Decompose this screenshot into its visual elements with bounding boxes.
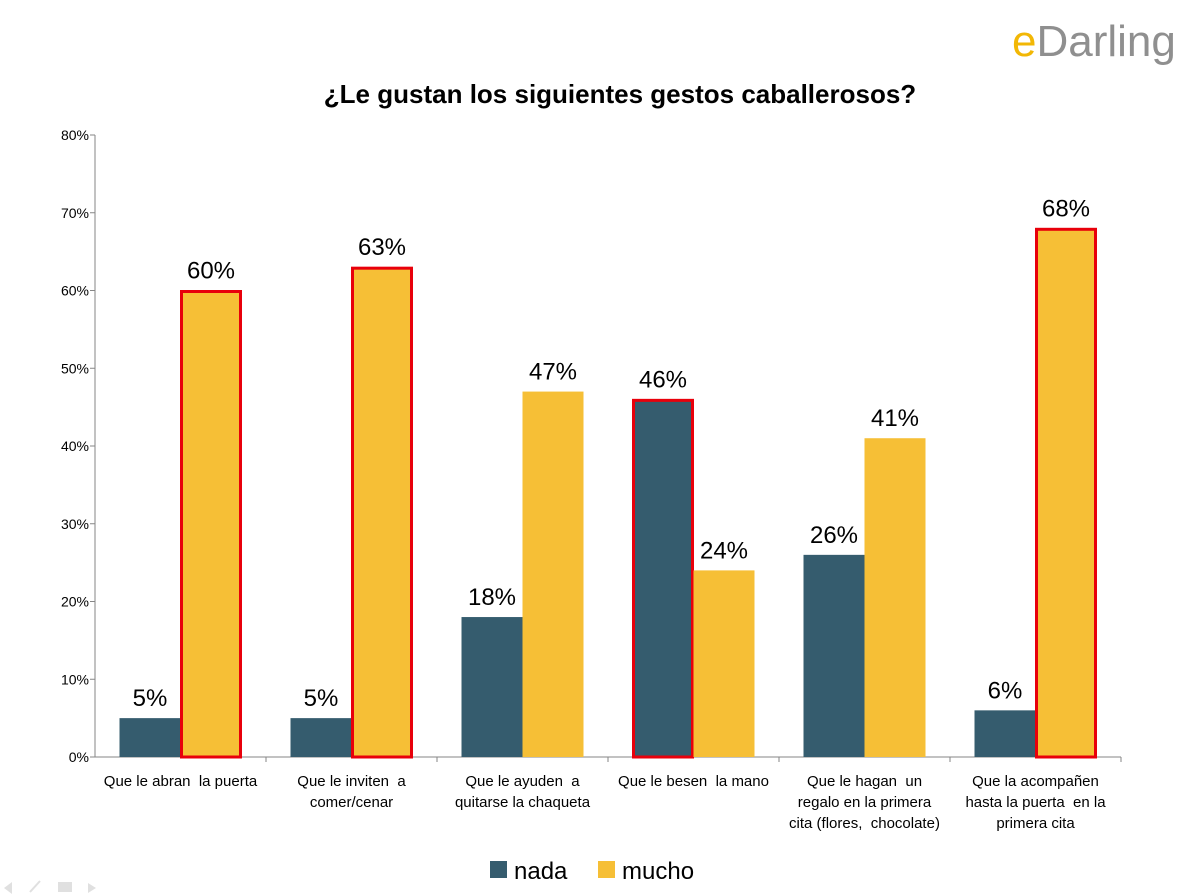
- data-label: 46%: [639, 366, 687, 393]
- data-label: 68%: [1042, 195, 1090, 222]
- bar-mucho: [351, 266, 413, 759]
- data-label: 47%: [529, 359, 577, 386]
- pen-icon[interactable]: [29, 880, 41, 893]
- y-tick-label: 70%: [61, 205, 89, 221]
- x-tick-label: Que le ayuden a: [465, 773, 580, 790]
- prev-slide-icon[interactable]: [4, 882, 12, 894]
- bar-mucho: [693, 570, 755, 757]
- bar-mucho: [1035, 227, 1097, 759]
- x-tick-label: regalo en la primera: [798, 794, 932, 811]
- edarling-logo: eDarling: [1010, 12, 1195, 67]
- x-tick-label: cita (flores, chocolate): [789, 815, 940, 832]
- x-tick-label: hasta la puerta en la: [965, 794, 1106, 811]
- legend: nada mucho: [490, 858, 694, 885]
- value-labels-group: 5% 60% 5% 63% 18% 47% 46% 24% 26% 41% 6% 68%: [133, 195, 1090, 712]
- data-label: 6%: [988, 677, 1023, 704]
- bar-nada: [461, 617, 523, 757]
- y-tick-label: 0%: [69, 749, 89, 765]
- x-tick-label: Que la acompañen: [972, 773, 1099, 790]
- bar-nada: [632, 398, 694, 759]
- x-tick-label: comer/cenar: [310, 794, 393, 811]
- y-tick-label: 20%: [61, 594, 89, 610]
- data-label: 18%: [468, 584, 516, 611]
- data-label: 5%: [304, 685, 339, 712]
- bar-nada: [974, 710, 1036, 757]
- y-tick-label: 80%: [61, 127, 89, 143]
- y-tick-label: 30%: [61, 516, 89, 532]
- bar-mucho: [522, 391, 584, 757]
- next-slide-icon[interactable]: [88, 883, 96, 893]
- bars-group: [119, 227, 1097, 759]
- x-tick-label: Que le inviten a: [297, 773, 406, 790]
- y-tick-label: 50%: [61, 360, 89, 376]
- x-tick-label: Que le hagan un: [807, 773, 922, 790]
- x-tick-label: Que le abran la puerta: [104, 773, 258, 790]
- y-tick-label: 60%: [61, 283, 89, 299]
- legend-label-mucho: mucho: [622, 858, 694, 885]
- chart-title: ¿Le gustan los siguientes gestos caballe…: [324, 79, 916, 109]
- data-label: 60%: [187, 258, 235, 285]
- legend-swatch-nada: [490, 861, 507, 878]
- data-label: 41%: [871, 405, 919, 432]
- y-tick-label: 10%: [61, 671, 89, 687]
- data-label: 24%: [700, 537, 748, 564]
- bar-mucho: [180, 290, 242, 759]
- x-tick-label: primera cita: [996, 815, 1075, 832]
- bar-nada: [119, 718, 181, 757]
- legend-swatch-mucho: [598, 861, 615, 878]
- x-tick-label: quitarse la chaqueta: [455, 794, 591, 811]
- y-axis: 0% 10% 20% 30% 40% 50% 60% 70% 80%: [61, 127, 1121, 765]
- logo-text: eDarling: [1012, 17, 1176, 66]
- bar-nada: [803, 554, 865, 757]
- bar-nada: [290, 718, 352, 757]
- x-tick-label: Que le besen la mano: [618, 773, 769, 790]
- data-label: 5%: [133, 685, 168, 712]
- y-tick-label: 40%: [61, 438, 89, 454]
- data-label: 63%: [358, 234, 406, 261]
- menu-icon[interactable]: [58, 882, 72, 892]
- legend-label-nada: nada: [514, 858, 568, 885]
- bar-mucho: [864, 438, 926, 757]
- x-axis: Que le abran la puerta Que le inviten a co…: [104, 757, 1122, 832]
- slide-controls[interactable]: [4, 880, 96, 894]
- data-label: 26%: [810, 522, 858, 549]
